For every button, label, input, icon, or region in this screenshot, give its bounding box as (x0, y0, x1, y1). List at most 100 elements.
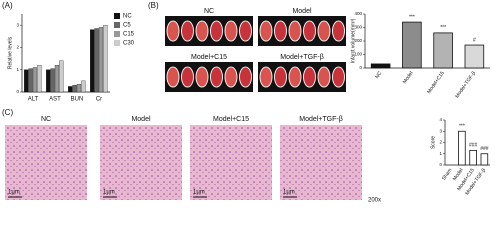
image-title: Model+C15 (191, 54, 227, 61)
legend-label: C5 (123, 23, 131, 29)
brain-slice (303, 20, 316, 42)
brain-slice (259, 20, 273, 42)
brain-slice (195, 66, 209, 88)
y-tick-label: 0 (359, 65, 362, 70)
bar (402, 21, 422, 69)
bar (458, 130, 466, 166)
bar (480, 153, 489, 166)
bar (98, 27, 104, 93)
y-tick-label: 100 (354, 52, 362, 57)
legend-swatch (114, 40, 120, 46)
legend-label: C15 (123, 32, 135, 38)
brain-slice (224, 20, 238, 42)
legend-swatch (114, 13, 120, 19)
bar (54, 65, 60, 93)
panel-label: (B) (148, 1, 159, 10)
bar (32, 67, 38, 93)
bar (59, 60, 64, 93)
bar (370, 63, 391, 69)
brain-slice (288, 20, 302, 42)
y-tick-label: 3 (16, 22, 19, 27)
y-tick-label: 3 (439, 128, 442, 133)
x-tick-label: Model+C15 (426, 70, 446, 95)
legend-swatch (114, 22, 120, 28)
x-tick-label: Cr (96, 97, 102, 103)
x-tick-label: NC (374, 70, 383, 80)
bar (81, 80, 86, 93)
significance-label: # (473, 37, 476, 43)
histology-image (280, 125, 362, 200)
x-tick-label: ALT (28, 97, 39, 103)
image-title: Model+TGF-β (299, 116, 343, 123)
significance-label: *** (459, 124, 465, 130)
bar (94, 28, 99, 93)
scale-bar-label: 1μm (8, 190, 20, 196)
brain-slice (259, 66, 273, 88)
histology-image (5, 125, 87, 200)
legend-label: C30 (123, 41, 135, 47)
significance-label: ### (480, 146, 489, 152)
image-title: NC (41, 116, 51, 123)
significance-label: *** (440, 25, 446, 31)
brain-slice (317, 20, 331, 42)
brain-slice (224, 66, 238, 88)
bar (464, 44, 485, 69)
brain-slice (239, 66, 252, 88)
y-tick-label: 2 (16, 45, 19, 50)
brain-slice (274, 66, 287, 88)
y-tick-label: 0 (16, 89, 19, 94)
x-tick-label: Model+TGF-β (454, 70, 477, 99)
bar (24, 69, 29, 93)
brain-slice (166, 66, 180, 88)
y-tick-label: 300 (354, 25, 362, 30)
brain-slice (303, 66, 316, 88)
y-tick-label: 4 (439, 117, 442, 122)
histology-image (190, 125, 272, 200)
brain-slice (181, 66, 194, 88)
histology-image (100, 125, 182, 200)
x-tick-label: AST (49, 97, 61, 103)
y-axis-label: Relative levels (7, 36, 13, 69)
bar (28, 68, 33, 93)
x-tick-label: Model (402, 70, 415, 85)
brain-slice (332, 20, 345, 42)
panel-label: (A) (2, 1, 13, 10)
brain-slice (239, 20, 252, 42)
bar (72, 85, 77, 93)
y-axis-label: Score (430, 136, 436, 149)
bar (50, 68, 55, 93)
scale-bar-label: 1μm (193, 190, 205, 196)
y-tick-label: 200 (354, 38, 362, 43)
image-title: Model (131, 116, 151, 123)
brain-slice (210, 20, 223, 42)
brain-slice (181, 20, 194, 42)
image-title: Model+TGF-β (280, 54, 324, 61)
bar (469, 149, 477, 166)
y-tick-label: 2 (439, 140, 442, 145)
y-tick-label: 1 (439, 151, 442, 156)
legend-label: NC (123, 14, 132, 20)
scale-bar-label: 1μm (283, 190, 295, 196)
bar (76, 84, 82, 93)
scale-bar-label: 1μm (103, 190, 115, 196)
image-title: Model+C15 (213, 116, 249, 123)
brain-slice (274, 20, 287, 42)
brain-slice (332, 66, 345, 88)
bar (90, 29, 95, 93)
brain-slices-frame (165, 62, 253, 92)
brain-slices-frame (165, 16, 253, 46)
image-title: NC (204, 8, 214, 15)
magnification: 200x (368, 198, 381, 204)
panel-label: (C) (2, 108, 13, 117)
brain-slice (210, 66, 223, 88)
significance-label: *** (409, 14, 415, 20)
bar (433, 32, 453, 69)
brain-slice (288, 66, 302, 88)
y-tick-label: 400 (354, 11, 362, 16)
brain-slice (195, 20, 209, 42)
bar (37, 65, 42, 93)
y-tick-label: 0 (439, 162, 442, 167)
figure: (A) (B) (C) NC Model Model+C15 Model+TGF-β N… (2, 1, 490, 204)
legend-swatch (114, 31, 120, 37)
bar (68, 86, 73, 93)
